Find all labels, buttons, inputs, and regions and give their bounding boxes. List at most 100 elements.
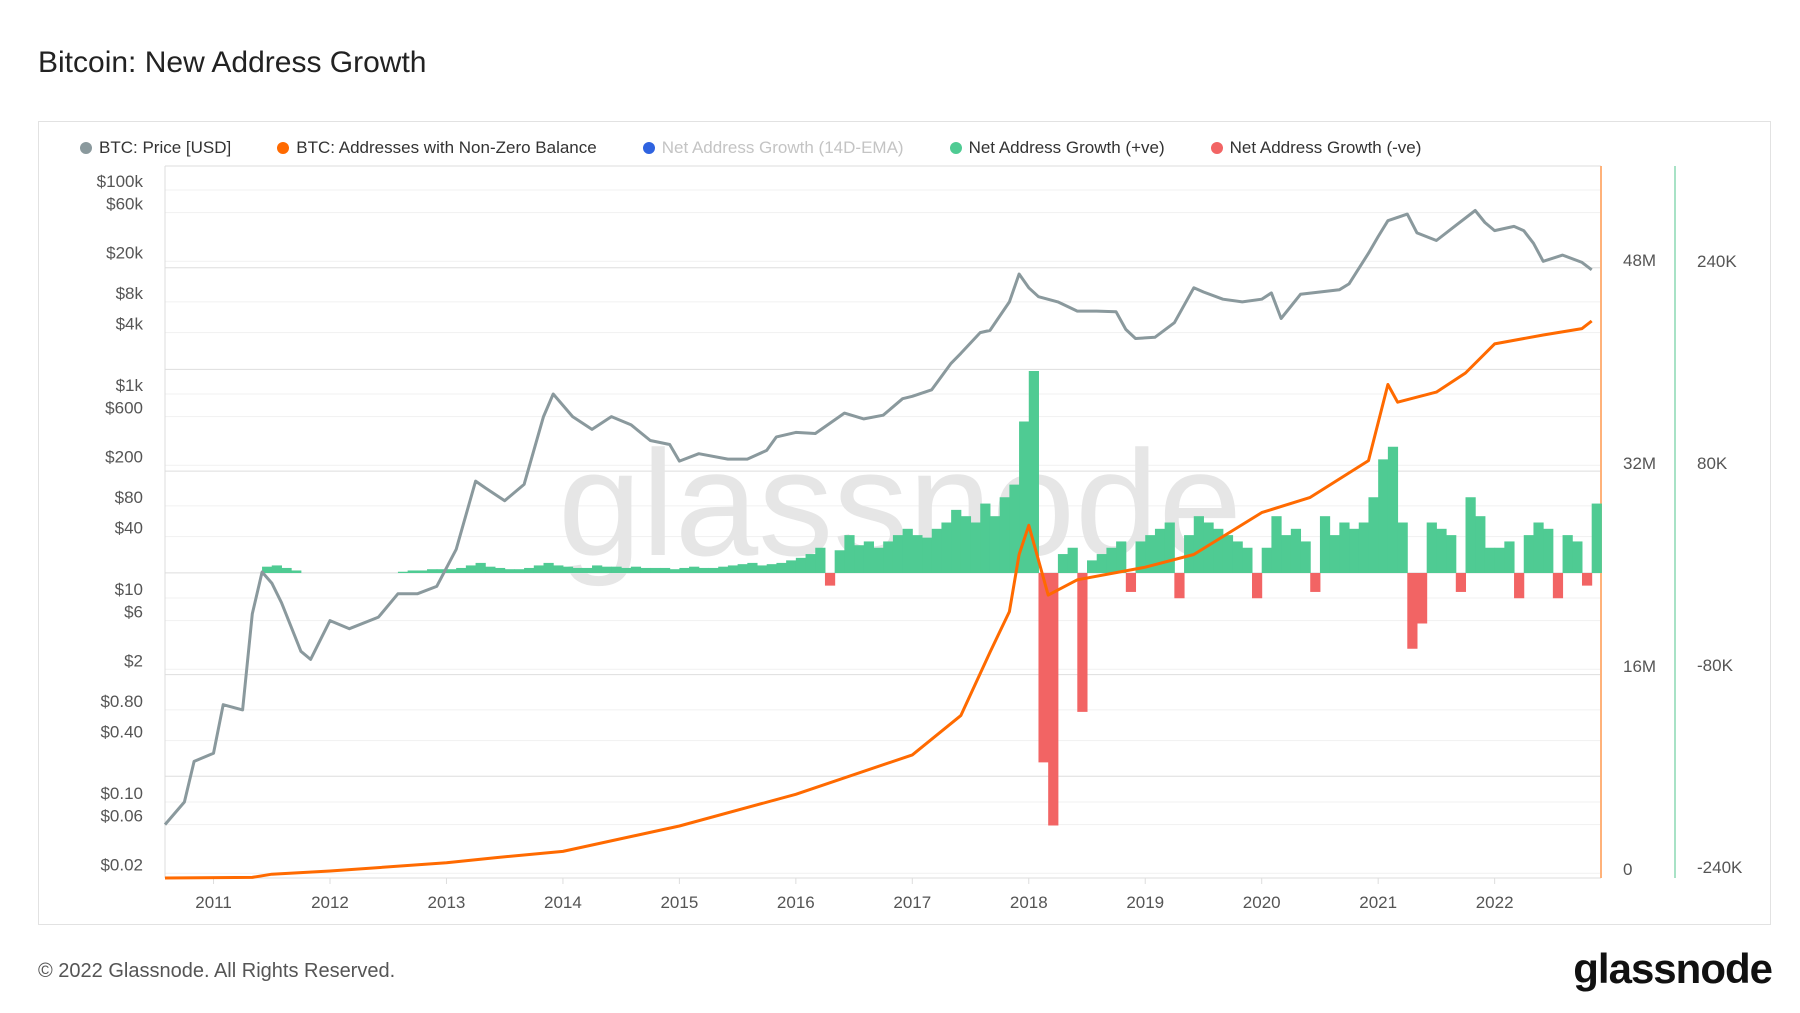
growth-bar-positive: [1145, 535, 1156, 573]
growth-bar-positive: [475, 562, 486, 573]
growth-bar-positive: [718, 566, 729, 573]
growth-bar-positive: [1213, 528, 1224, 573]
x-tick-label: 2020: [1243, 893, 1281, 912]
growth-bar-positive: [1106, 547, 1117, 573]
growth-bar-positive: [679, 567, 690, 573]
growth-bar-positive: [1591, 503, 1602, 573]
growth-bar-positive: [1232, 541, 1243, 573]
growth-bar-positive: [1358, 522, 1369, 573]
price-tick-label: $8k: [116, 284, 144, 303]
growth-bar-positive: [1475, 516, 1486, 573]
price-tick-label: $6: [124, 603, 143, 622]
growth-bar-positive: [1164, 522, 1175, 573]
growth-bar-positive: [1533, 522, 1544, 573]
x-tick-label: 2019: [1126, 893, 1164, 912]
growth-bar-positive: [630, 566, 642, 573]
price-tick-label: $2: [124, 651, 143, 670]
growth-bar-negative: [1310, 573, 1321, 592]
growth-bar-positive: [747, 562, 758, 573]
x-tick-label: 2022: [1476, 893, 1514, 912]
growth-bar-positive: [1339, 522, 1350, 573]
x-tick-label: 2017: [893, 893, 931, 912]
growth-tick-label: -80K: [1697, 656, 1734, 675]
price-tick-label: $0.02: [100, 855, 143, 874]
growth-bar-positive: [863, 541, 874, 573]
growth-bar-positive: [922, 537, 933, 573]
growth-bar-positive: [1523, 535, 1534, 573]
price-tick-label: $0.40: [100, 723, 143, 742]
legend-dot-icon: [642, 142, 655, 154]
price-tick-label: $4k: [116, 315, 144, 334]
growth-bar-positive: [494, 567, 506, 573]
growth-bar-positive: [970, 522, 981, 573]
growth-bar-positive: [912, 535, 923, 573]
growth-bar-positive: [407, 570, 418, 573]
growth-bar-positive: [659, 567, 671, 573]
price-tick-label: $10: [115, 580, 143, 599]
growth-bar-negative: [1038, 573, 1049, 763]
growth-bar-positive: [262, 566, 273, 573]
growth-bar-positive: [1426, 522, 1437, 573]
address-tick-label: 16M: [1623, 657, 1656, 676]
price-tick-label: $0.06: [100, 807, 143, 826]
growth-bar-positive: [1436, 528, 1447, 573]
growth-bar-positive: [1116, 541, 1127, 573]
growth-tick-label: 240K: [1697, 252, 1737, 271]
growth-bar-negative: [1077, 573, 1088, 712]
growth-bar-negative: [1048, 573, 1059, 826]
price-tick-label: $100k: [97, 172, 144, 191]
legend-item[interactable]: Net Address Growth (-ve): [1210, 138, 1422, 158]
growth-bar-positive: [931, 528, 942, 573]
legend-label: Net Address Growth (+ve): [968, 138, 1165, 157]
legend-item[interactable]: Net Address Growth (+ve): [949, 138, 1165, 158]
legend-label: BTC: Addresses with Non-Zero Balance: [296, 138, 597, 157]
legend-label: Net Address Growth (-ve): [1229, 138, 1422, 157]
growth-bar-positive: [902, 528, 913, 573]
growth-bar-positive: [1484, 547, 1496, 573]
growth-bar-positive: [1329, 535, 1340, 573]
growth-bar-positive: [1019, 421, 1030, 573]
growth-bar-positive: [883, 541, 894, 573]
growth-bar-positive: [1319, 516, 1331, 573]
growth-bar-positive: [757, 565, 768, 573]
growth-bar-positive: [1543, 528, 1554, 573]
copyright: © 2022 Glassnode. All Rights Reserved.: [38, 960, 396, 982]
growth-bar-positive: [553, 565, 564, 573]
growth-bar-positive: [562, 566, 574, 573]
price-tick-label: $0.10: [100, 784, 143, 803]
legend-label: BTC: Price [USD]: [99, 138, 232, 157]
growth-bar-positive: [446, 569, 457, 573]
growth-bar-positive: [669, 569, 680, 573]
growth-bar-negative: [1514, 573, 1525, 599]
price-tick-label: $80: [115, 488, 143, 507]
growth-bar-positive: [815, 547, 826, 573]
legend-item[interactable]: Net Address Growth (14D-EMA): [642, 138, 904, 158]
growth-bar-positive: [1184, 535, 1195, 573]
growth-bar-positive: [1271, 516, 1282, 573]
growth-bar-positive: [854, 545, 865, 573]
growth-bar-positive: [999, 497, 1010, 573]
legend-label: Net Address Growth (14D-EMA): [661, 138, 904, 157]
price-tick-label: $40: [115, 519, 143, 538]
growth-bar-positive: [1096, 554, 1107, 573]
growth-bar-negative: [824, 573, 836, 586]
legend-item[interactable]: BTC: Price [USD]: [80, 138, 231, 158]
address-tick-label: 48M: [1623, 251, 1656, 270]
growth-bar-positive: [834, 550, 845, 573]
price-line: [163, 209, 1593, 826]
growth-bar-positive: [1193, 516, 1204, 573]
growth-bar-positive: [1281, 535, 1292, 573]
price-tick-label: $600: [105, 399, 143, 418]
price-tick-label: $1k: [116, 376, 144, 395]
growth-bar-positive: [427, 569, 438, 573]
price-tick-label: $0.80: [100, 692, 143, 711]
legend-item[interactable]: BTC: Addresses with Non-Zero Balance: [277, 138, 597, 158]
growth-bar-negative: [1174, 573, 1185, 599]
growth-bar-positive: [689, 566, 700, 573]
growth-bar-positive: [844, 535, 855, 573]
growth-bar-positive: [1378, 459, 1389, 573]
growth-bar-positive: [572, 567, 583, 573]
growth-bar-positive: [1290, 528, 1302, 573]
legend-dot-icon: [949, 142, 962, 154]
